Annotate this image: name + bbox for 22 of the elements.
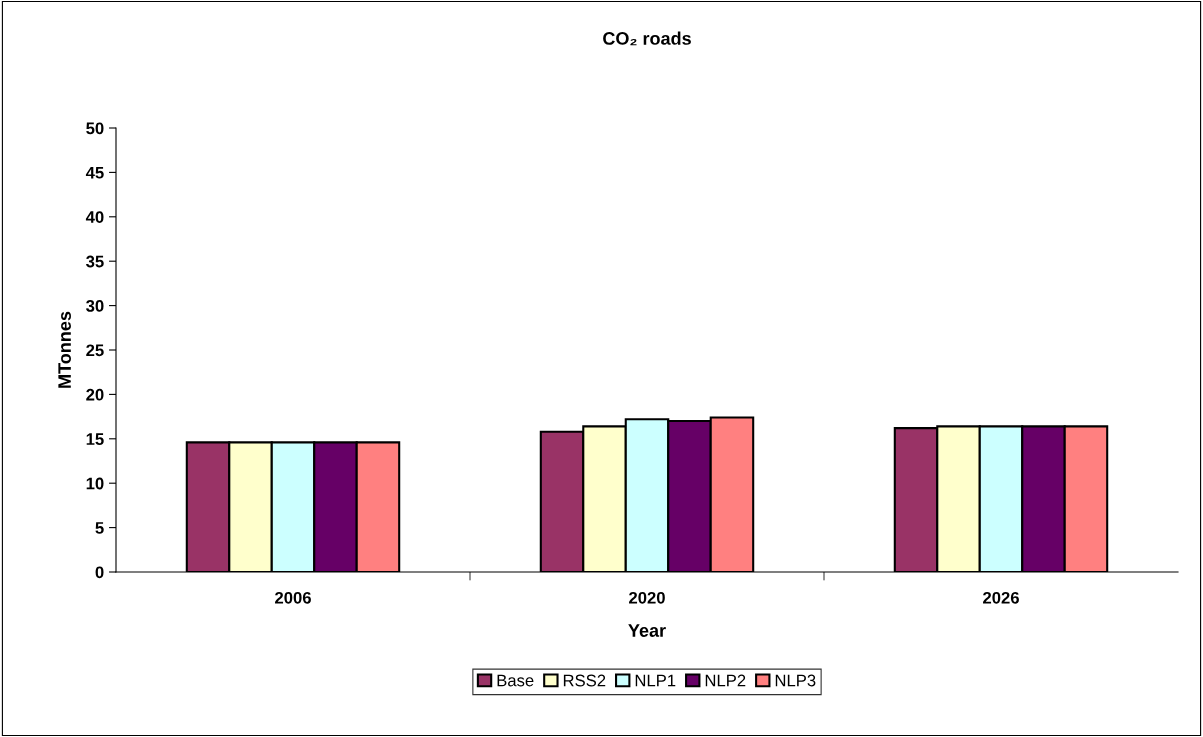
y-tick-label: 0 (95, 566, 104, 579)
legend-label: RSS2 (563, 674, 606, 687)
y-tick-label: 50 (86, 122, 104, 135)
y-tick-label: 40 (85, 211, 104, 223)
y-tick-label: 10 (86, 477, 104, 490)
legend-label: Base (497, 674, 534, 687)
chart-title: CO₂ roads (603, 31, 691, 46)
x-tick-label: 2020 (629, 591, 665, 604)
legend-label: NLP1 (635, 674, 676, 687)
y-tick-label: 5 (95, 522, 104, 534)
y-tick-label: 30 (86, 300, 104, 312)
x-tick-label: 2026 (983, 591, 1019, 604)
y-tick-label: 45 (85, 166, 104, 179)
y-tick-label: 25 (86, 344, 104, 357)
y-tick-label: 35 (86, 255, 104, 268)
x-tick-label: 2006 (275, 591, 311, 604)
legend-label: NLP3 (775, 674, 816, 687)
y-axis-title: MTonnes (58, 311, 71, 388)
y-tick-label: 20 (86, 388, 104, 401)
x-axis-title: Year (628, 624, 666, 637)
legend-label: NLP2 (705, 674, 746, 687)
y-tick-label: 15 (86, 433, 104, 445)
